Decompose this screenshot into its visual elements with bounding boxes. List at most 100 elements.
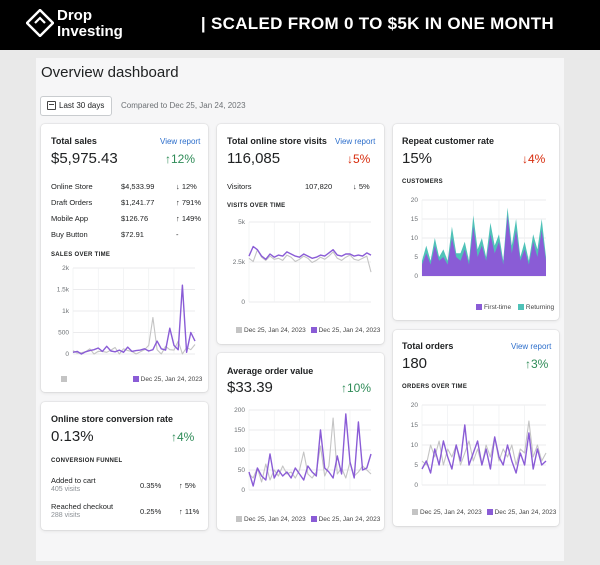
returning-swatch: [517, 304, 524, 310]
y-tick-label: 0: [65, 351, 69, 358]
sales-row-change: ↓ 12%: [176, 182, 197, 191]
funnel-row-visits: 405 visits: [51, 486, 81, 493]
orders-current-label: Dec 25, Jan 24, 2023: [494, 509, 557, 516]
funnel-row-value: 0.25%: [140, 507, 162, 516]
aov-change: ↑10%: [341, 381, 372, 395]
orders-card: [393, 330, 559, 526]
sales-over-time-chart: 0 500 1k 1.5k 2k: [57, 265, 196, 358]
current-series-line: [248, 245, 372, 260]
funnel-row-value: 0.35%: [140, 481, 162, 490]
total-sales-change: ↑12%: [165, 152, 196, 166]
returning-label: Returning: [525, 304, 555, 311]
customers-chart-legend: First-time Returning: [476, 304, 554, 311]
sales-row-value: $72.91: [121, 230, 144, 239]
visits-chart-legend: Dec 25, Jan 24, 2023 Dec 25, Jan 24, 202…: [236, 327, 380, 334]
date-range-label: Last 30 days: [59, 101, 105, 110]
repeat-customer-card: [393, 124, 559, 320]
visits-card: [217, 124, 384, 344]
y-tick-label: 100: [234, 447, 245, 454]
compare-text: Compared to Dec 25, Jan 24, 2023: [121, 101, 246, 110]
funnel-row-label: Reached checkout: [51, 502, 114, 511]
sales-row-label: Online Store: [51, 182, 93, 191]
aov-current-label: Dec 25, Jan 24, 2023: [318, 516, 381, 523]
compare-swatch: [236, 327, 242, 333]
y-tick-label: 500: [58, 330, 69, 337]
aov-card: [217, 353, 384, 530]
current-series-line: [72, 284, 196, 355]
visits-view-report-link[interactable]: View report: [335, 137, 376, 146]
current-series-line: [248, 413, 372, 487]
orders-compare-label: Dec 25, Jan 24, 2023: [420, 509, 482, 516]
funnel-row-change: ↑ 11%: [179, 507, 200, 516]
orders-view-report-link[interactable]: View report: [511, 342, 552, 351]
total-sales-title: Total sales: [51, 136, 97, 146]
visitors-label: Visitors: [227, 182, 252, 191]
aov-value: $33.39: [227, 379, 273, 396]
orders-change: ↑3%: [525, 357, 549, 371]
customers-chart-title: CUSTOMERS: [402, 179, 443, 185]
first-time-swatch: [476, 304, 482, 310]
conversion-card: [41, 402, 208, 530]
y-tick-label: 20: [411, 197, 419, 204]
orders-over-time-chart: 0 5 10 15 20: [411, 402, 547, 489]
date-range-button[interactable]: Last 30 days: [40, 96, 112, 116]
current-series-line: [421, 424, 547, 474]
y-tick-label: 0: [414, 482, 418, 489]
top-banner: Drop Investing | SCALED FROM 0 TO $5K IN…: [0, 0, 600, 50]
sales-chart-legend: Dec 25, Jan 24, 2023: [61, 376, 202, 383]
orders-value: 180: [402, 355, 428, 372]
aov-compare-label: Dec 25, Jan 24, 2023: [244, 516, 306, 523]
conversion-change: ↑4%: [171, 430, 195, 444]
orders-chart-title: ORDERS OVER TIME: [402, 384, 468, 390]
aov-chart: 0 50 100 150 200: [234, 407, 372, 494]
conversion-value: 0.13%: [51, 428, 94, 445]
total-sales-value: $5,975.43: [51, 150, 118, 167]
current-swatch: [132, 376, 139, 382]
sales-row-value: $1,241.77: [121, 198, 155, 207]
visits-current-label: Dec 25, Jan 24, 2023: [318, 327, 381, 334]
calendar-icon: [47, 101, 56, 110]
compare-swatch: [61, 376, 67, 382]
sales-row-label: Buy Button: [51, 230, 88, 239]
y-tick-label: 0: [241, 299, 245, 306]
y-tick-label: 15: [411, 422, 419, 429]
y-tick-label: 10: [411, 235, 419, 242]
visits-over-time-chart: 0 2.5k 5k: [233, 219, 372, 306]
y-tick-label: 20: [411, 402, 419, 409]
conversion-funnel-title: CONVERSION FUNNEL: [51, 458, 123, 464]
sales-row-label: Draft Orders: [51, 198, 93, 207]
compare-swatch: [412, 509, 418, 515]
repeat-value: 15%: [402, 150, 433, 167]
y-tick-label: 150: [234, 427, 245, 434]
y-tick-label: 10: [411, 442, 419, 449]
banner-headline: | SCALED FROM 0 TO $5K IN ONE MONTH: [200, 14, 554, 33]
funnel-row-label: Added to cart: [51, 476, 96, 485]
repeat-title: Repeat customer rate: [402, 136, 495, 146]
first-time-area: [422, 215, 546, 276]
y-tick-label: 50: [238, 467, 246, 474]
repeat-change: ↓4%: [522, 152, 546, 166]
visits-value: 116,085: [227, 150, 281, 167]
sales-row-label: Mobile App: [51, 214, 89, 223]
sales-row-change: -: [176, 230, 179, 239]
aov-chart-legend: Dec 25, Jan 24, 2023 Dec 25, Jan 24, 202…: [236, 516, 380, 523]
y-tick-label: 0: [414, 273, 418, 280]
drop-investing-logo-icon: [26, 9, 54, 37]
sales-row-change: ↑ 791%: [176, 198, 202, 207]
y-tick-label: 5: [414, 462, 418, 469]
orders-chart-legend: Dec 25, Jan 24, 2023 Dec 25, Jan 24, 202…: [412, 509, 556, 516]
current-swatch: [310, 327, 317, 333]
orders-title: Total orders: [402, 341, 454, 351]
compare-swatch: [236, 516, 242, 522]
total-sales-view-report-link[interactable]: View report: [160, 137, 201, 146]
sales-row-change: ↑ 149%: [176, 214, 202, 223]
y-tick-label: 0: [241, 487, 245, 494]
y-tick-label: 2k: [62, 265, 70, 272]
funnel-row-visits: 288 visits: [51, 512, 81, 519]
brand-line-1: Drop: [57, 7, 92, 24]
visitors-value: 107,820: [305, 182, 333, 191]
first-time-label: First-time: [484, 304, 512, 311]
y-tick-label: 5: [414, 254, 418, 261]
sales-row-value: $4,533.99: [121, 182, 155, 191]
y-tick-label: 2.5k: [233, 259, 246, 266]
